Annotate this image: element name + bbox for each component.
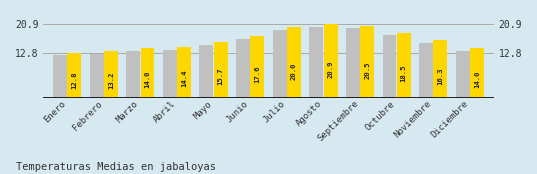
Bar (360, 26, 374, 98)
Bar (67, 53, 81, 98)
Bar (236, 39, 250, 98)
Bar (141, 48, 155, 98)
Bar (287, 27, 301, 98)
Text: 13.2: 13.2 (108, 71, 114, 89)
Bar (324, 24, 338, 98)
Text: 17.6: 17.6 (255, 65, 260, 83)
Text: 14.0: 14.0 (474, 70, 480, 88)
Bar (470, 48, 484, 98)
Text: 14.0: 14.0 (144, 70, 150, 88)
Text: 12.8: 12.8 (71, 72, 77, 89)
Bar (199, 45, 213, 98)
Text: Temperaturas Medias en jabaloyas: Temperaturas Medias en jabaloyas (16, 162, 216, 172)
Bar (397, 33, 411, 98)
Bar (273, 30, 287, 98)
Bar (250, 36, 264, 98)
Text: 20.9: 20.9 (328, 61, 333, 78)
Bar (53, 55, 67, 98)
Text: 20.0: 20.0 (291, 62, 297, 80)
Bar (433, 40, 447, 98)
Bar (346, 28, 360, 98)
Bar (309, 27, 323, 98)
Text: 15.7: 15.7 (217, 68, 224, 85)
Text: 14.4: 14.4 (181, 70, 187, 87)
Bar (419, 43, 433, 98)
Bar (382, 35, 396, 98)
Bar (104, 51, 118, 98)
Bar (214, 42, 228, 98)
Text: 16.3: 16.3 (437, 67, 444, 85)
Bar (163, 50, 177, 98)
Bar (126, 51, 140, 98)
Bar (90, 54, 104, 98)
Text: 20.5: 20.5 (364, 61, 370, 79)
Text: 18.5: 18.5 (401, 64, 407, 82)
Bar (456, 51, 470, 98)
Bar (177, 47, 191, 98)
